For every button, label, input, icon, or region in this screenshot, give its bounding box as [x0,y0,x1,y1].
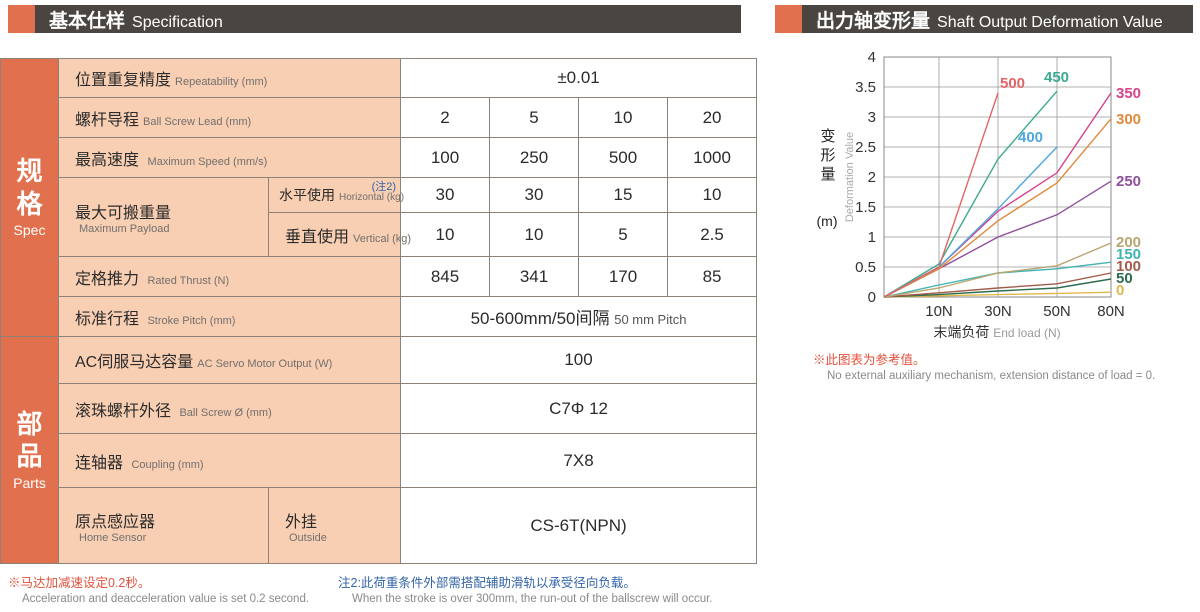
svg-text:0: 0 [1116,282,1124,299]
svg-text:0: 0 [868,289,876,306]
svg-text:500: 500 [1000,75,1025,92]
svg-text:250: 250 [1116,173,1141,190]
svg-text:3: 3 [868,109,876,126]
svg-text:0.5: 0.5 [855,259,876,276]
svg-text:400: 400 [1018,129,1043,146]
svg-text:50N: 50N [1043,303,1071,320]
svg-text:10N: 10N [925,303,953,320]
svg-text:80N: 80N [1097,303,1125,320]
svg-text:4: 4 [868,49,876,66]
svg-text:30N: 30N [984,303,1012,320]
svg-text:3.5: 3.5 [855,79,876,96]
svg-text:350: 350 [1116,85,1141,102]
svg-text:2: 2 [868,169,876,186]
svg-text:300: 300 [1116,111,1141,128]
svg-text:末端负荷 End load (N): 末端负荷 End load (N) [933,324,1060,340]
svg-text:1: 1 [868,229,876,246]
svg-text:450: 450 [1044,69,1069,86]
